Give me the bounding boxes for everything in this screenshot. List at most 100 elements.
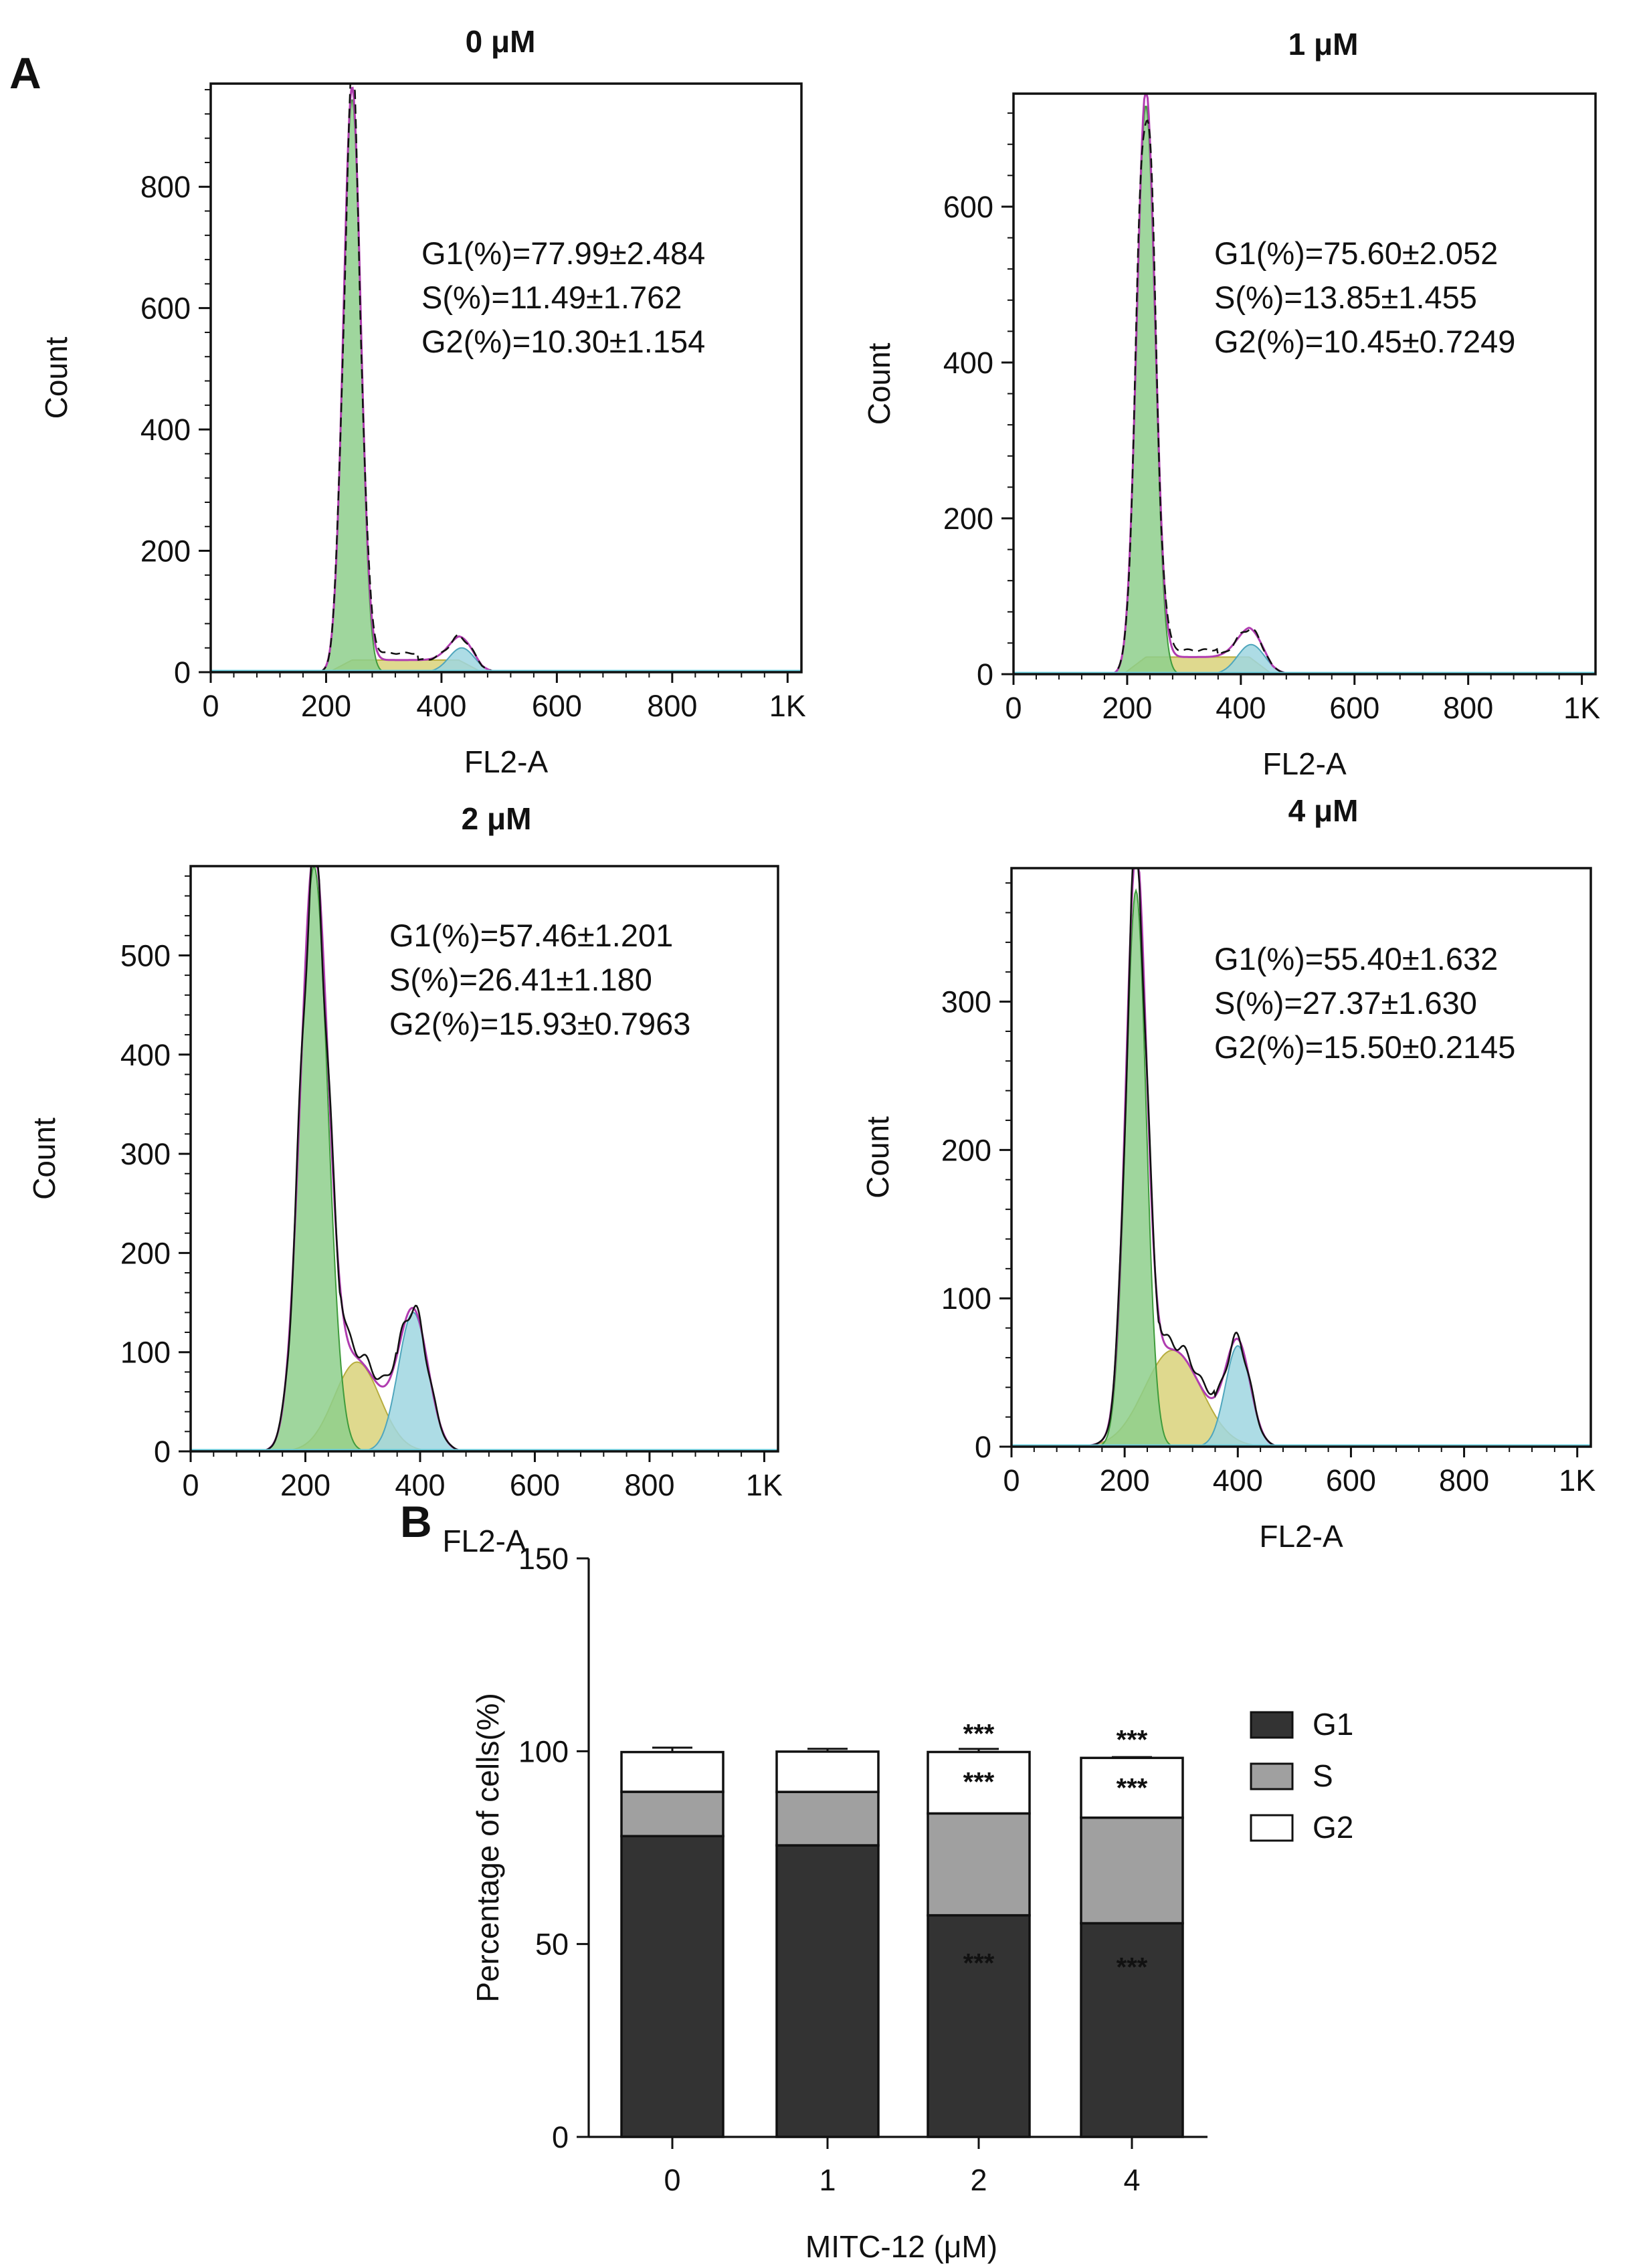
bar-segment-G2: [1080, 1756, 1184, 1819]
stats-line: S(%)=13.85±1.455: [1214, 280, 1477, 315]
panel-title: 1 μM: [1288, 27, 1359, 62]
model-fit-line: [1064, 92, 1412, 676]
stats-line: S(%)=27.37±1.630: [1214, 985, 1477, 1021]
y-tick-label: 200: [941, 1133, 991, 1167]
plot-frame: [1012, 92, 1597, 676]
histogram-panel-2: 0 200 400 600 800 1K 0 100 200 300 400 500 2 μM FL2-A…: [27, 801, 783, 1558]
x-axis-title: FL2-A: [464, 744, 549, 779]
y-tick-label: 0: [552, 2120, 569, 2154]
y-tick-label: 0: [174, 655, 191, 690]
stats-line: G1(%)=55.40±1.632: [1214, 941, 1498, 976]
x-tick-label: 600: [510, 1468, 560, 1502]
significance-marker: ***: [963, 1719, 995, 1748]
y-tick-label: 150: [518, 1542, 569, 1576]
x-tick-label: 4: [1123, 2163, 1140, 2197]
x-tick-label: 600: [1326, 1463, 1376, 1498]
y-tick-label: 800: [140, 170, 191, 204]
y-tick-label: 100: [518, 1734, 569, 1768]
y-axis-title: Count: [27, 1118, 62, 1200]
x-tick-label: 600: [532, 689, 582, 723]
y-tick-label: 0: [977, 657, 993, 692]
bar-segment-S: [1080, 1816, 1184, 1925]
g2-phase-area: [1058, 643, 1412, 675]
x-tick-label: 0: [1005, 691, 1022, 725]
plot-frame: [1010, 867, 1592, 1448]
y-tick-label: 500: [120, 938, 171, 972]
panel-b-label: B: [400, 1497, 432, 1546]
bar-segment-G1: [775, 1844, 880, 2138]
x-tick-label: 2: [970, 2163, 987, 2197]
x-tick-label: 800: [1439, 1463, 1489, 1498]
legend-swatch-S: [1250, 1762, 1294, 1790]
x-tick-label: 200: [1102, 691, 1152, 725]
stats-line: G1(%)=77.99±2.484: [421, 235, 705, 271]
x-tick-label: 1K: [746, 1468, 783, 1502]
y-tick-label: 100: [941, 1281, 991, 1316]
stats-line: G2(%)=10.45±0.7249: [1214, 324, 1515, 359]
stats-line: G1(%)=75.60±2.052: [1214, 235, 1498, 271]
x-tick-label: 800: [624, 1468, 674, 1502]
y-tick-label: 600: [140, 292, 191, 326]
panel-a-label: A: [9, 48, 41, 98]
bar-segment-G1: [620, 1835, 725, 2138]
stats-line: S(%)=26.41±1.180: [389, 962, 652, 997]
x-tick-label: 1K: [1563, 691, 1600, 725]
bar-segment-G2: [620, 1750, 725, 1793]
y-tick-label: 100: [120, 1336, 171, 1370]
x-tick-label: 0: [1003, 1463, 1020, 1498]
model-fit-line: [262, 86, 615, 674]
y-axis-title: Count: [39, 336, 74, 419]
y-axis-title: Count: [862, 342, 896, 425]
x-tick-label: 400: [1216, 691, 1266, 725]
x-tick-label: 200: [301, 689, 351, 723]
significance-marker: ***: [1117, 1773, 1148, 1802]
x-tick-label: 600: [1329, 691, 1379, 725]
x-tick-label: 1K: [769, 689, 806, 723]
bar-group-2: 2 *** *** ***: [927, 1719, 1031, 2197]
legend-label: G2: [1313, 1810, 1353, 1845]
x-tick-label: 800: [647, 689, 697, 723]
stacked-bar-chart: 0 50 100 150 0 1 2 *** *** *** 4 *** *** *** MITC-12 (…: [470, 1542, 1353, 2264]
y-tick-label: 400: [943, 346, 993, 380]
x-tick-label: 1: [819, 2163, 836, 2197]
histogram-panels: 0 200 400 600 800 1K 0 200 400 600 800 0 μM FL2-A Cou…: [27, 24, 1600, 1558]
x-tick-label: 200: [1100, 1463, 1150, 1498]
x-tick-label: 400: [395, 1468, 445, 1502]
y-tick-label: 0: [154, 1435, 171, 1469]
x-axis-title: FL2-A: [442, 1524, 526, 1558]
y-tick-label: 400: [140, 413, 191, 447]
y-tick-label: 600: [943, 190, 993, 224]
raw-data-line: [274, 82, 615, 674]
y-tick-label: 50: [535, 1928, 569, 1962]
raw-data-line: [1076, 119, 1412, 676]
y-tick-label: 200: [120, 1236, 171, 1270]
stats-line: G2(%)=10.30±1.154: [421, 324, 705, 359]
legend-label: G1: [1313, 1707, 1353, 1742]
x-tick-label: 0: [182, 1468, 199, 1502]
legend-swatch-G2: [1250, 1814, 1294, 1842]
g1-phase-area: [256, 99, 615, 673]
legend-swatch-G1: [1250, 1711, 1294, 1739]
bar-segment-S: [927, 1812, 1031, 1917]
y-tick-label: 200: [943, 502, 993, 536]
legend: G1 S G2: [1250, 1707, 1353, 1845]
x-axis-title: FL2-A: [1262, 746, 1347, 781]
plot-frame: [209, 82, 803, 674]
bar-segment-G2: [775, 1750, 880, 1793]
g1-phase-area: [1058, 106, 1412, 675]
x-tick-label: 0: [202, 689, 219, 723]
significance-marker: ***: [963, 1767, 995, 1796]
bar-segment-S: [775, 1790, 880, 1847]
bar-segment-S: [620, 1790, 725, 1838]
stats-line: G2(%)=15.50±0.2145: [1214, 1029, 1515, 1065]
histogram-panel-1: 0 200 400 600 800 1K 0 200 400 600 1 μM FL2-A Count G…: [862, 27, 1600, 781]
x-axis-title: MITC-12 (μM): [805, 2229, 997, 2264]
x-axis-title: FL2-A: [1259, 1519, 1343, 1554]
bar-group-0: 0: [620, 1746, 725, 2197]
y-tick-label: 0: [975, 1430, 991, 1464]
panel-title: 2 μM: [462, 801, 532, 836]
panel-title: 0 μM: [466, 24, 536, 59]
x-tick-label: 400: [1213, 1463, 1263, 1498]
legend-label: S: [1313, 1758, 1333, 1793]
histogram-panel-0: 0 200 400 600 800 1K 0 200 400 600 800 0 μM FL2-A Cou…: [39, 24, 806, 779]
